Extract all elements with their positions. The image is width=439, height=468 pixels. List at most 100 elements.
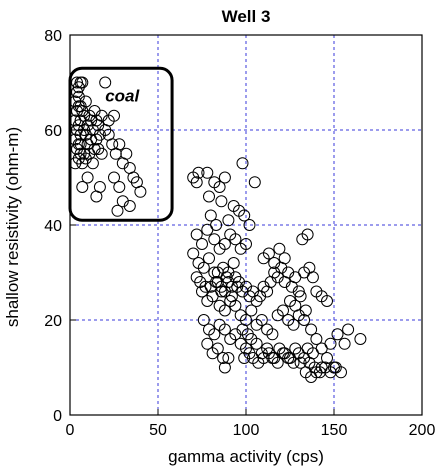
y-tick-label: 20 bbox=[44, 313, 62, 330]
plot-frame bbox=[69, 34, 423, 416]
data-point bbox=[204, 209, 217, 222]
data-point bbox=[210, 276, 223, 288]
data-point bbox=[240, 238, 252, 250]
data-point bbox=[190, 176, 203, 189]
y-tick-label: 0 bbox=[53, 408, 62, 425]
data-point bbox=[218, 238, 231, 250]
data-point bbox=[301, 228, 314, 241]
data-point bbox=[243, 347, 256, 360]
data-point bbox=[215, 285, 228, 298]
data-point bbox=[338, 337, 351, 350]
data-point bbox=[81, 171, 94, 184]
data-point bbox=[241, 328, 254, 341]
data-point bbox=[215, 195, 228, 208]
data-point bbox=[222, 352, 235, 364]
data-point bbox=[95, 109, 108, 122]
x-tick-label: 0 bbox=[66, 422, 75, 439]
data-point bbox=[273, 242, 286, 255]
data-point bbox=[113, 181, 126, 193]
data-point bbox=[227, 257, 240, 269]
data-point bbox=[315, 361, 328, 374]
data-point bbox=[218, 171, 231, 184]
data-point bbox=[201, 166, 214, 179]
data-point bbox=[231, 280, 244, 293]
data-point bbox=[306, 271, 319, 284]
coal-highlight-box bbox=[68, 66, 174, 222]
data-point bbox=[255, 314, 268, 326]
data-point bbox=[225, 290, 238, 303]
data-point bbox=[218, 323, 231, 336]
data-point bbox=[192, 166, 205, 179]
data-point bbox=[190, 228, 203, 241]
data-point bbox=[236, 157, 249, 170]
axis-ticks: 0 50 100 150 200 0 20 40 60 80 bbox=[44, 28, 435, 439]
data-point bbox=[123, 200, 136, 212]
data-point bbox=[199, 280, 212, 293]
x-tick-label: 200 bbox=[409, 422, 436, 439]
data-point bbox=[197, 314, 210, 326]
data-point bbox=[335, 366, 347, 379]
data-point bbox=[250, 337, 263, 350]
x-tick-label: 100 bbox=[233, 422, 260, 439]
data-point bbox=[287, 318, 300, 331]
data-point bbox=[294, 290, 307, 303]
data-point bbox=[324, 337, 337, 350]
x-tick-label: 50 bbox=[149, 422, 167, 439]
data-point bbox=[222, 266, 235, 279]
data-point bbox=[268, 352, 281, 364]
data-point bbox=[111, 204, 124, 217]
data-point bbox=[120, 147, 133, 160]
data-point bbox=[217, 352, 230, 364]
data-point bbox=[289, 342, 302, 355]
data-point bbox=[197, 261, 210, 274]
data-point bbox=[134, 185, 147, 198]
data-point bbox=[310, 333, 323, 345]
data-point bbox=[93, 181, 106, 193]
data-point bbox=[187, 247, 200, 260]
data-point bbox=[342, 323, 355, 336]
data-point bbox=[305, 323, 318, 336]
data-point bbox=[203, 252, 215, 265]
data-point bbox=[190, 271, 203, 284]
data-point bbox=[262, 247, 275, 260]
data-point bbox=[354, 333, 367, 345]
y-tick-label: 60 bbox=[44, 123, 62, 140]
data-point bbox=[95, 147, 108, 160]
data-point bbox=[266, 328, 279, 341]
grid-lines bbox=[70, 35, 422, 415]
data-point bbox=[76, 76, 89, 89]
data-point bbox=[86, 157, 99, 170]
data-point bbox=[208, 328, 221, 341]
data-point bbox=[201, 337, 214, 350]
data-point bbox=[243, 219, 256, 231]
data-point bbox=[99, 76, 112, 89]
data-point bbox=[248, 176, 261, 189]
data-point bbox=[306, 347, 319, 360]
data-point bbox=[278, 252, 291, 265]
data-point bbox=[201, 223, 214, 236]
data-point bbox=[108, 171, 120, 184]
data-point bbox=[331, 328, 344, 341]
y-tick-label: 80 bbox=[44, 28, 62, 45]
data-point bbox=[90, 133, 103, 146]
data-point bbox=[268, 257, 281, 269]
chart-title: Well 3 bbox=[222, 7, 271, 26]
data-point bbox=[218, 304, 231, 317]
y-tick-label: 40 bbox=[44, 218, 62, 235]
y-axis-label: shallow resistivity (ohm-m) bbox=[3, 127, 22, 327]
data-point bbox=[277, 304, 289, 317]
x-tick-label: 150 bbox=[321, 422, 348, 439]
data-point bbox=[321, 295, 333, 307]
data-point bbox=[294, 356, 307, 369]
data-point bbox=[74, 138, 87, 151]
data-point bbox=[76, 181, 89, 193]
data-point bbox=[213, 181, 226, 193]
data-point bbox=[116, 195, 129, 208]
coal-annotation: coal bbox=[105, 87, 140, 106]
data-point bbox=[196, 238, 208, 250]
data-point bbox=[298, 314, 311, 326]
data-point bbox=[79, 95, 92, 108]
x-axis-label: gamma activity (cps) bbox=[168, 447, 324, 466]
data-point bbox=[289, 299, 302, 312]
data-point bbox=[208, 233, 221, 246]
